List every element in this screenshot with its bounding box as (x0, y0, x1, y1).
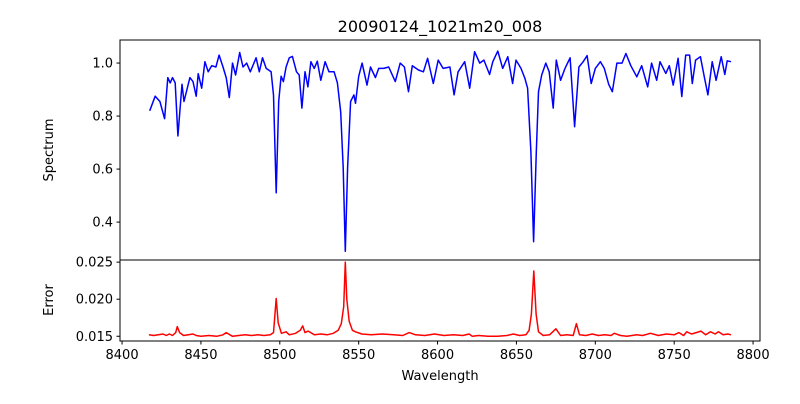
y-tick-label: 0.8 (92, 110, 113, 125)
x-tick-label: 8450 (184, 348, 217, 363)
y-tick-label: 0.025 (76, 256, 113, 271)
spectrum-axes: 0.4 0.6 0.8 1.0 (92, 39, 761, 261)
error-line (148, 261, 732, 338)
x-tick-label: 8750 (658, 348, 691, 363)
x-tick-label: 8500 (263, 348, 296, 363)
error-y-label: Error (42, 284, 57, 316)
chart-title: 20090124_1021m20_008 (338, 17, 543, 37)
y-tick-label: 1.0 (92, 57, 113, 72)
error-axes: 0.015 0.020 0.025 8400 8450 8500 8550 8600 8650 8… (76, 256, 770, 363)
axes-frame (119, 259, 761, 342)
x-tick-label: 8650 (500, 348, 533, 363)
spectrum-line (148, 50, 732, 253)
y-tick-label: 0.4 (92, 216, 113, 231)
x-axis-label: Wavelength (401, 369, 478, 384)
x-tick-label: 8700 (579, 348, 612, 363)
axes-frame (119, 39, 761, 261)
y-tick-label: 0.6 (92, 163, 113, 178)
x-tick-label: 8550 (342, 348, 375, 363)
x-tick-label: 8600 (421, 348, 454, 363)
spectrum-y-label: Spectrum (42, 119, 57, 182)
x-tick-label: 8800 (737, 348, 770, 363)
x-tick-label: 8400 (106, 348, 139, 363)
y-tick-label: 0.020 (76, 293, 113, 308)
y-tick-label: 0.015 (76, 330, 113, 345)
